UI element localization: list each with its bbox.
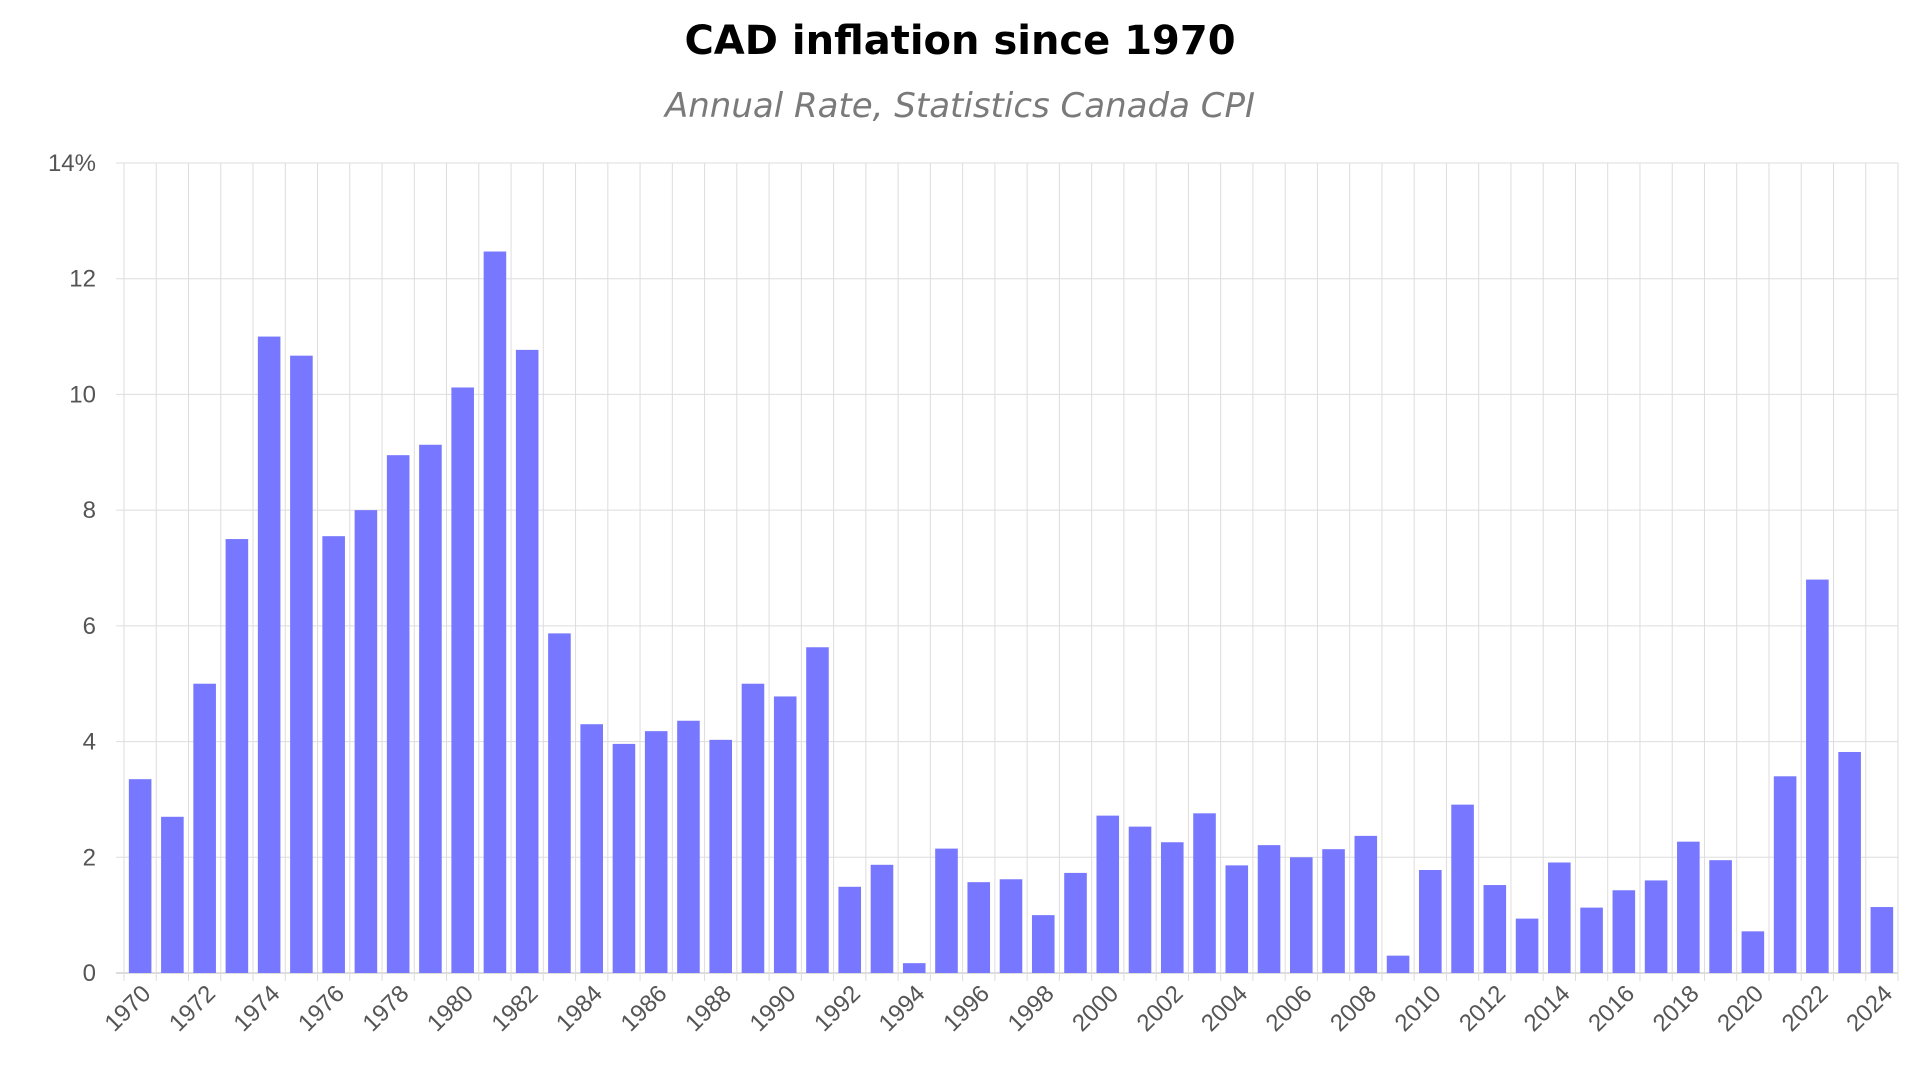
bar [838, 886, 862, 973]
x-tick-label: 2008 [1325, 980, 1382, 1037]
x-tick-label: 1996 [938, 980, 995, 1037]
y-tick-label: 12 [69, 266, 96, 293]
bar [1612, 890, 1636, 973]
bar [322, 536, 345, 973]
x-tick-label: 1974 [229, 980, 286, 1037]
bar [1548, 862, 1571, 973]
bar [1451, 804, 1474, 973]
bar [1483, 885, 1507, 973]
bar [1419, 870, 1442, 973]
y-tick-label: 4 [83, 729, 96, 756]
x-tick-label: 1976 [293, 980, 350, 1037]
bar [1806, 579, 1829, 973]
x-tick-label: 1992 [809, 980, 866, 1037]
y-tick-label: 6 [83, 613, 96, 640]
bar [1773, 776, 1797, 973]
y-tick-label: 8 [83, 497, 96, 524]
bar [483, 251, 507, 973]
x-tick-label: 2004 [1196, 980, 1253, 1037]
bar [386, 455, 410, 973]
bar [257, 336, 281, 974]
bar [1128, 826, 1152, 973]
x-tick-label: 1972 [164, 980, 221, 1037]
bar [419, 444, 442, 973]
chart-title: CAD inflation since 1970 [684, 18, 1236, 64]
bar [1741, 931, 1765, 973]
bar [1322, 849, 1345, 973]
bar [1515, 918, 1539, 973]
x-tick-label: 2018 [1648, 980, 1705, 1037]
bar [290, 355, 313, 973]
x-tick-label: 1990 [745, 980, 802, 1037]
x-tick-label: 2016 [1583, 980, 1640, 1037]
x-tick-label: 2024 [1841, 980, 1898, 1037]
bar [806, 647, 829, 973]
chart-subtitle: Annual Rate, Statistics Canada CPI [664, 86, 1255, 126]
x-tick-label: 2014 [1519, 980, 1576, 1037]
x-tick-label: 1986 [616, 980, 673, 1037]
bar [612, 743, 636, 973]
bar [1838, 751, 1861, 973]
x-tick-label: 2000 [1067, 980, 1124, 1037]
bar [1096, 815, 1120, 973]
x-tick-label: 1982 [487, 980, 544, 1037]
x-tick-label: 2012 [1454, 980, 1511, 1037]
bar [1160, 842, 1184, 973]
bar [161, 816, 184, 973]
x-tick-label: 1988 [680, 980, 737, 1037]
bar [1257, 845, 1281, 973]
bar [644, 731, 668, 973]
y-tick-label: 0 [83, 960, 96, 987]
bar [967, 882, 991, 973]
bar [1031, 915, 1055, 973]
bar [1677, 841, 1700, 973]
bar [870, 864, 894, 973]
x-tick-label: 1978 [358, 980, 415, 1037]
bar [193, 683, 216, 973]
bar [515, 349, 539, 974]
bar [773, 696, 797, 973]
bar [548, 633, 571, 973]
bar [1193, 813, 1216, 973]
bar [451, 387, 474, 973]
bar [1386, 955, 1410, 973]
bar [1644, 880, 1668, 973]
bar [935, 848, 958, 973]
bar [741, 683, 765, 973]
y-tick-label: 14% [48, 150, 96, 177]
bar [225, 539, 249, 973]
x-tick-label: 1998 [1003, 980, 1060, 1037]
bar [354, 510, 378, 973]
bar [709, 739, 732, 973]
x-tick-label: 1994 [874, 980, 931, 1037]
bar [1709, 860, 1732, 973]
bar [1354, 835, 1378, 973]
x-tick-label: 2002 [1132, 980, 1189, 1037]
x-tick-label: 2006 [1261, 980, 1318, 1037]
bar [1064, 872, 1087, 973]
x-tick-label: 2010 [1390, 980, 1447, 1037]
bar [1225, 865, 1249, 973]
x-tick-label: 1980 [422, 980, 479, 1037]
bar [128, 779, 152, 973]
bar [1290, 857, 1313, 973]
y-tick-label: 10 [69, 381, 96, 408]
bar [1870, 907, 1894, 973]
bar [580, 724, 603, 973]
y-tick-label: 2 [83, 844, 96, 871]
x-tick-label: 2022 [1777, 980, 1834, 1037]
bar [999, 879, 1023, 973]
x-tick-label: 2020 [1712, 980, 1769, 1037]
bar [677, 720, 700, 973]
bar [902, 963, 926, 973]
x-tick-label: 1970 [100, 980, 157, 1037]
bar [1580, 907, 1603, 973]
x-tick-label: 1984 [551, 980, 608, 1037]
